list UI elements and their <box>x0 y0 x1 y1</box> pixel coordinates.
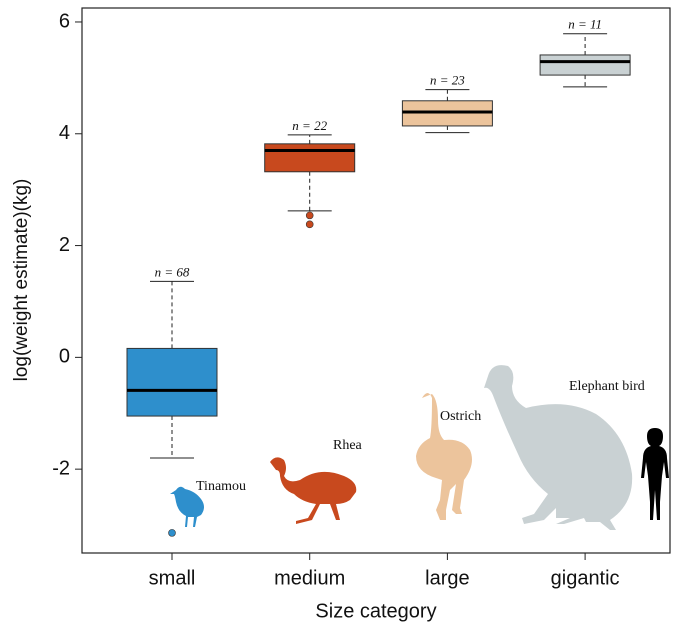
box <box>264 143 356 173</box>
outlier <box>168 529 176 537</box>
animal-label: Elephant bird <box>569 379 645 394</box>
box <box>539 54 631 76</box>
animal-label: Tinamou <box>196 479 246 494</box>
ostrich-silhouette <box>416 393 472 520</box>
y-tick-label: 6 <box>59 10 70 32</box>
elephant-bird-silhouette <box>484 365 633 530</box>
animal-label: Rhea <box>333 438 363 453</box>
animal-label: Ostrich <box>440 409 481 424</box>
y-tick-label: 4 <box>59 122 70 144</box>
x-tick-label: medium <box>274 567 345 589</box>
x-tick-label: large <box>425 567 469 589</box>
x-tick-label: gigantic <box>551 567 620 589</box>
tinamou-silhouette <box>170 486 204 527</box>
outlier <box>305 220 314 229</box>
y-axis-title: log(weight estimate)(kg) <box>11 179 32 382</box>
y-tick-label: -2 <box>52 457 70 479</box>
y-tick-label: 0 <box>59 346 70 368</box>
n-label: n = 68 <box>155 264 190 279</box>
box <box>126 347 218 417</box>
plot-frame <box>81 7 671 554</box>
human-silhouette <box>641 428 669 520</box>
outlier <box>305 211 314 220</box>
n-label: n = 23 <box>430 73 465 88</box>
y-tick-label: 2 <box>59 234 70 256</box>
x-tick-label: small <box>149 567 196 589</box>
n-label: n = 11 <box>568 17 602 32</box>
silhouettes <box>170 365 669 530</box>
n-label: n = 22 <box>292 118 327 133</box>
rhea-silhouette <box>270 457 357 524</box>
x-axis-title: Size category <box>315 600 436 622</box>
